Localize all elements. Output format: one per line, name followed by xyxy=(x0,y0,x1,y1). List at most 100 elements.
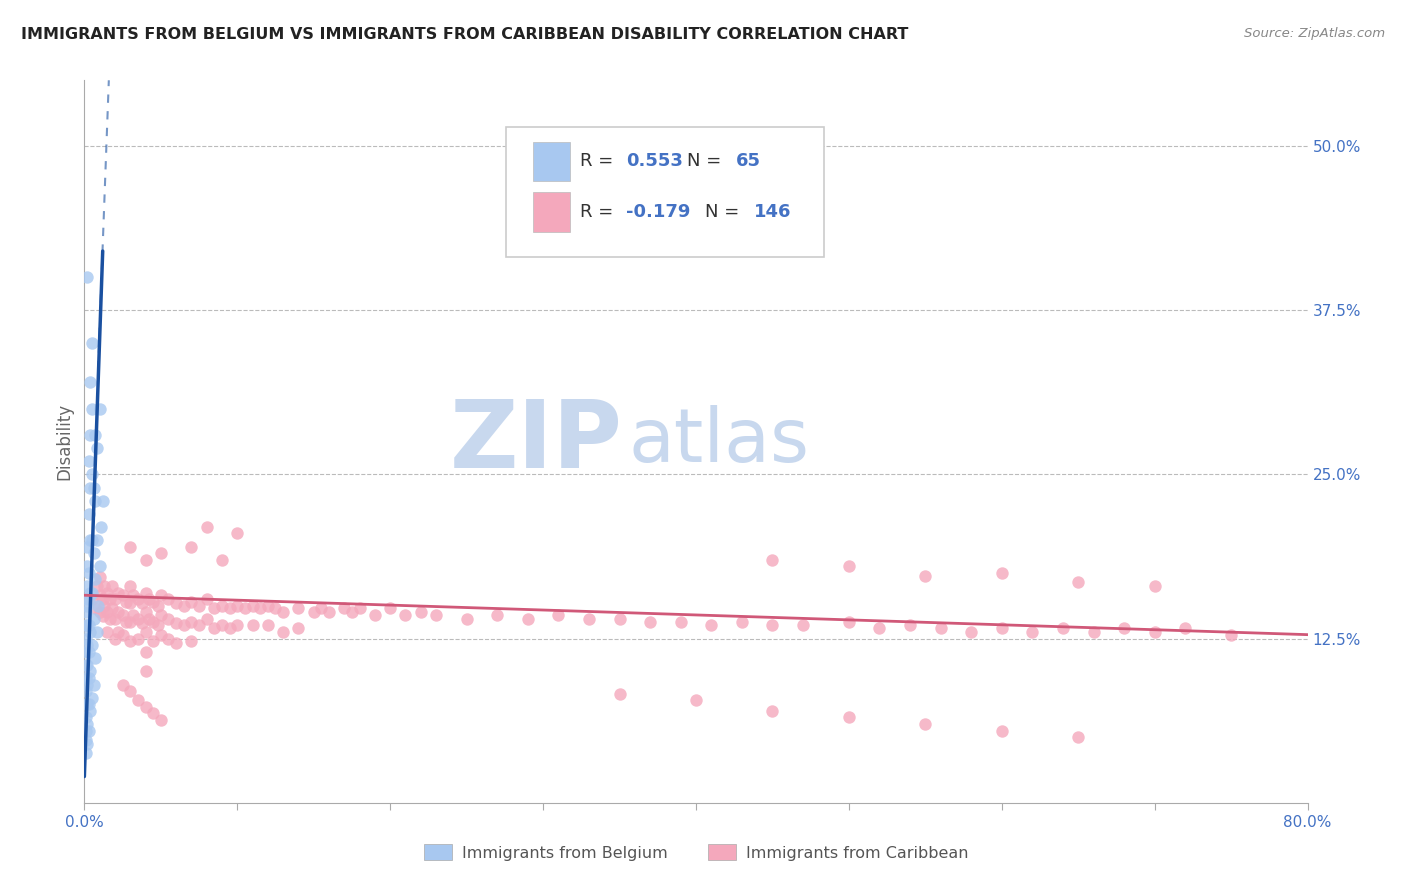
Point xyxy=(929,621,952,635)
Point xyxy=(127,632,149,646)
Text: Source: ZipAtlas.com: Source: ZipAtlas.com xyxy=(1244,27,1385,40)
Point xyxy=(838,710,860,724)
Point xyxy=(146,618,169,632)
Point xyxy=(211,618,233,632)
Text: R =: R = xyxy=(579,153,619,170)
Point xyxy=(838,559,860,574)
Point xyxy=(75,684,97,698)
Point xyxy=(1174,621,1197,635)
Point xyxy=(1083,625,1105,640)
Point xyxy=(242,599,264,613)
Point xyxy=(75,723,97,738)
Point xyxy=(76,737,98,751)
Point xyxy=(226,618,249,632)
Point xyxy=(90,520,112,534)
Point xyxy=(84,493,107,508)
Point xyxy=(83,677,105,691)
FancyBboxPatch shape xyxy=(506,128,824,257)
Point xyxy=(75,671,97,685)
Point xyxy=(761,553,783,567)
Point xyxy=(226,526,249,541)
Point xyxy=(84,428,107,442)
Point xyxy=(249,601,271,615)
Point xyxy=(120,596,142,610)
Point xyxy=(547,607,569,622)
Point xyxy=(233,601,256,615)
Point xyxy=(211,553,233,567)
Point xyxy=(409,605,432,619)
Point xyxy=(1143,625,1166,640)
Point xyxy=(120,579,142,593)
Point xyxy=(120,634,142,648)
Point xyxy=(149,588,172,602)
Point xyxy=(79,704,101,718)
Point xyxy=(135,605,157,619)
Point xyxy=(180,540,202,554)
Point xyxy=(188,599,211,613)
Point xyxy=(75,618,97,632)
Point xyxy=(80,585,103,599)
Point xyxy=(173,618,195,632)
Point xyxy=(318,605,340,619)
Point xyxy=(101,601,124,615)
Point xyxy=(287,621,309,635)
Point xyxy=(869,621,891,635)
Point xyxy=(242,618,264,632)
Text: -0.179: -0.179 xyxy=(626,202,690,221)
Point xyxy=(173,599,195,613)
Point xyxy=(609,612,631,626)
Point xyxy=(93,579,115,593)
Point xyxy=(76,540,98,554)
Point xyxy=(180,595,202,609)
Point xyxy=(91,609,114,624)
Point xyxy=(77,618,100,632)
Point xyxy=(79,533,101,547)
Point xyxy=(80,336,103,351)
Point xyxy=(77,507,100,521)
Point xyxy=(76,717,98,731)
Point xyxy=(84,573,107,587)
Point xyxy=(142,706,165,721)
Point xyxy=(188,618,211,632)
Point xyxy=(218,601,240,615)
Point xyxy=(271,625,294,640)
Point xyxy=(77,698,100,712)
Point xyxy=(991,723,1014,738)
Point xyxy=(107,625,129,640)
Point xyxy=(340,605,363,619)
Point xyxy=(127,592,149,607)
Point xyxy=(89,588,111,602)
Point xyxy=(86,579,108,593)
Point xyxy=(211,599,233,613)
Y-axis label: Disability: Disability xyxy=(55,403,73,480)
Point xyxy=(75,710,97,724)
Point xyxy=(149,713,172,727)
Point xyxy=(120,684,142,698)
Point xyxy=(120,540,142,554)
Point xyxy=(516,612,538,626)
Point xyxy=(79,665,101,679)
Point xyxy=(76,559,98,574)
Point xyxy=(264,601,287,615)
Point xyxy=(578,612,600,626)
Point xyxy=(311,601,333,615)
Point xyxy=(127,612,149,626)
Point xyxy=(202,621,225,635)
Point xyxy=(89,559,111,574)
Point xyxy=(89,570,111,584)
Point xyxy=(114,595,136,609)
Point xyxy=(96,605,118,619)
Point xyxy=(77,592,100,607)
Point xyxy=(84,651,107,665)
Point xyxy=(111,677,134,691)
Point xyxy=(991,566,1014,580)
Point xyxy=(425,607,447,622)
Point xyxy=(76,599,98,613)
Point xyxy=(135,645,157,659)
Point xyxy=(91,493,114,508)
Point xyxy=(86,625,108,640)
Legend: Immigrants from Belgium, Immigrants from Caribbean: Immigrants from Belgium, Immigrants from… xyxy=(418,838,974,867)
Point xyxy=(122,588,145,602)
Point xyxy=(149,627,172,641)
Point xyxy=(80,638,103,652)
